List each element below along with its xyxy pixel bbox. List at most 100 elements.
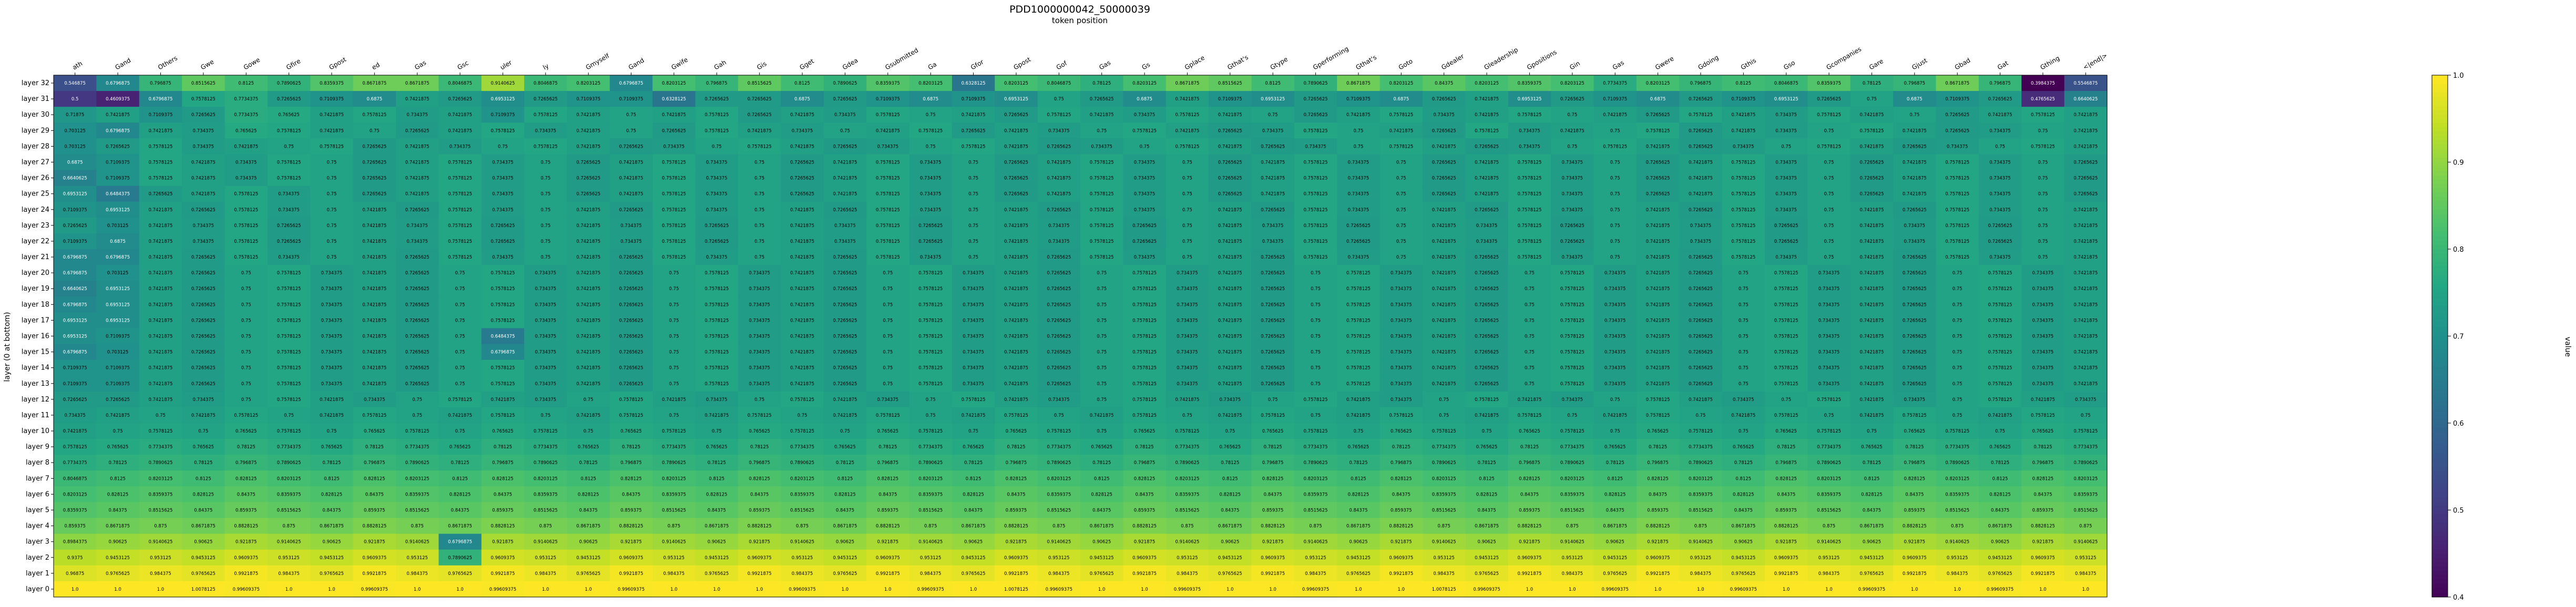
cell-value-label: 0.78125: [1777, 445, 1795, 450]
cell-value-label: 0.78125: [1477, 460, 1496, 466]
colorbar-segment: [2432, 410, 2448, 415]
cell-value-label: 0.6796875: [106, 255, 130, 260]
cell-value-label: 0.7421875: [362, 302, 386, 307]
cell-value-label: 0.75: [754, 223, 764, 229]
cell-value-label: 0.75: [241, 350, 251, 355]
heatmap-cell: [96, 122, 140, 139]
cell-value-label: 0.7265625: [619, 318, 643, 323]
cell-value-label: 0.7421875: [1218, 413, 1242, 418]
heatmap-cell: [1636, 122, 1680, 139]
cell-value-label: 0.7578125: [448, 208, 472, 213]
y-tick-label: layer 23: [22, 222, 49, 230]
cell-value-label: 0.9609375: [1774, 555, 1798, 561]
cell-value-label: 0.7578125: [1945, 192, 1969, 197]
cell-value-label: 0.859375: [64, 524, 86, 529]
cell-value-label: 0.7265625: [1261, 208, 1285, 213]
cell-value-label: 0.7578125: [1090, 192, 1114, 197]
cell-value-label: 0.7578125: [148, 429, 172, 434]
heatmap-cell: [310, 201, 354, 218]
cell-value-label: 0.75: [1567, 112, 1577, 118]
heatmap-cell: [224, 107, 268, 123]
cell-value-label: 1.0: [1141, 587, 1148, 592]
cell-value-label: 0.75: [669, 350, 679, 355]
cell-value-label: 0.75: [712, 144, 722, 149]
cell-value-label: 0.7421875: [320, 112, 344, 118]
cell-value-label: 0.7578125: [2073, 429, 2098, 434]
cell-value-label: 0.8828125: [876, 524, 900, 529]
heatmap-cell: [1166, 249, 1209, 265]
heatmap-cells: [53, 75, 2108, 598]
cell-value-label: 0.734375: [64, 413, 86, 418]
heatmap-cell: [823, 186, 867, 202]
cell-value-label: 0.9921875: [1132, 571, 1157, 577]
cell-value-label: 0.8359375: [1432, 492, 1456, 497]
cell-value-label: 0.7265625: [1689, 208, 1713, 213]
heatmap-cell: [139, 154, 182, 171]
heatmap-cell: [1679, 122, 1723, 139]
cell-value-label: 0.9140625: [534, 540, 558, 545]
heatmap-cell: [1679, 154, 1723, 171]
cell-value-label: 0.75: [883, 350, 893, 355]
x-tick-label: Gdoing: [1696, 54, 1720, 71]
heatmap-cell: [54, 217, 97, 234]
cell-value-label: 0.75: [284, 413, 294, 418]
heatmap-cell: [1080, 138, 1123, 155]
cell-value-label: 0.734375: [749, 334, 770, 339]
heatmap-cell: [2064, 170, 2108, 187]
cell-value-label: 0.75: [1097, 397, 1107, 403]
colorbar-segment: [2432, 171, 2448, 176]
cell-value-label: 0.7578125: [1945, 429, 1969, 434]
cell-value-label: 0.7265625: [704, 223, 729, 229]
colorbar-segment: [2432, 297, 2448, 302]
cell-value-label: 0.9609375: [490, 555, 515, 561]
cell-value-label: 0.828125: [1604, 492, 1626, 497]
heatmap-cell: [609, 296, 653, 313]
heatmap-cell: [1978, 122, 2022, 139]
cell-value-label: 0.7265625: [1047, 302, 1071, 307]
heatmap-cell: [1209, 186, 1252, 202]
cell-value-label: 0.9921875: [490, 571, 515, 577]
cell-value-label: 0.734375: [1177, 318, 1198, 323]
heatmap-cell: [224, 122, 268, 139]
cell-value-label: 0.8125: [1094, 476, 1110, 481]
heatmap-cell: [1722, 186, 1765, 202]
cell-value-label: 0.7578125: [1132, 318, 1157, 323]
cell-value-label: 0.7421875: [1689, 176, 1713, 181]
cell-value-label: 0.7578125: [1903, 413, 1927, 418]
heatmap-cell: [54, 170, 97, 187]
cell-value-label: 0.7578125: [704, 318, 729, 323]
colorbar-segment: [2432, 506, 2448, 511]
cell-value-label: 0.8359375: [790, 492, 814, 497]
cell-value-label: 0.7265625: [1475, 271, 1499, 276]
cell-value-label: 0.9765625: [1090, 571, 1114, 577]
heatmap-cell: [1593, 138, 1637, 155]
colorbar-segment: [2432, 340, 2448, 345]
cell-value-label: 0.78125: [1092, 460, 1111, 466]
cell-value-label: 0.7578125: [1560, 382, 1585, 387]
heatmap-cell: [353, 186, 396, 202]
cell-value-label: 0.7578125: [1346, 382, 1371, 387]
cell-value-label: 0.984375: [2075, 571, 2097, 577]
heatmap-cell: [139, 217, 182, 234]
heatmap-cell: [781, 122, 824, 139]
cell-value-label: 0.734375: [963, 366, 984, 371]
cell-value-label: 0.8203125: [405, 476, 430, 481]
heatmap-cell: [524, 122, 568, 139]
cell-value-label: 0.734375: [706, 397, 728, 403]
heatmap-cell: [823, 154, 867, 171]
heatmap-cell: [267, 91, 311, 107]
cell-value-label: 0.7578125: [1132, 382, 1157, 387]
colorbar-segment: [2432, 310, 2448, 315]
cell-value-label: 0.8515625: [1175, 508, 1199, 513]
cell-value-label: 0.7421875: [1475, 176, 1499, 181]
cell-value-label: 0.99609375: [917, 587, 944, 592]
cell-value-label: 0.7578125: [1090, 160, 1114, 166]
cell-value-label: 0.78125: [878, 445, 897, 450]
heatmap-cell: [396, 154, 439, 171]
colorbar-segment: [2432, 166, 2448, 171]
heatmap-cell: [1037, 170, 1081, 187]
x-tick-label: Gleadership: [1483, 46, 1519, 71]
x-tick-label: ly: [541, 62, 550, 71]
cell-value-label: 0.734375: [492, 160, 514, 166]
heatmap-cell: [1936, 122, 1979, 139]
